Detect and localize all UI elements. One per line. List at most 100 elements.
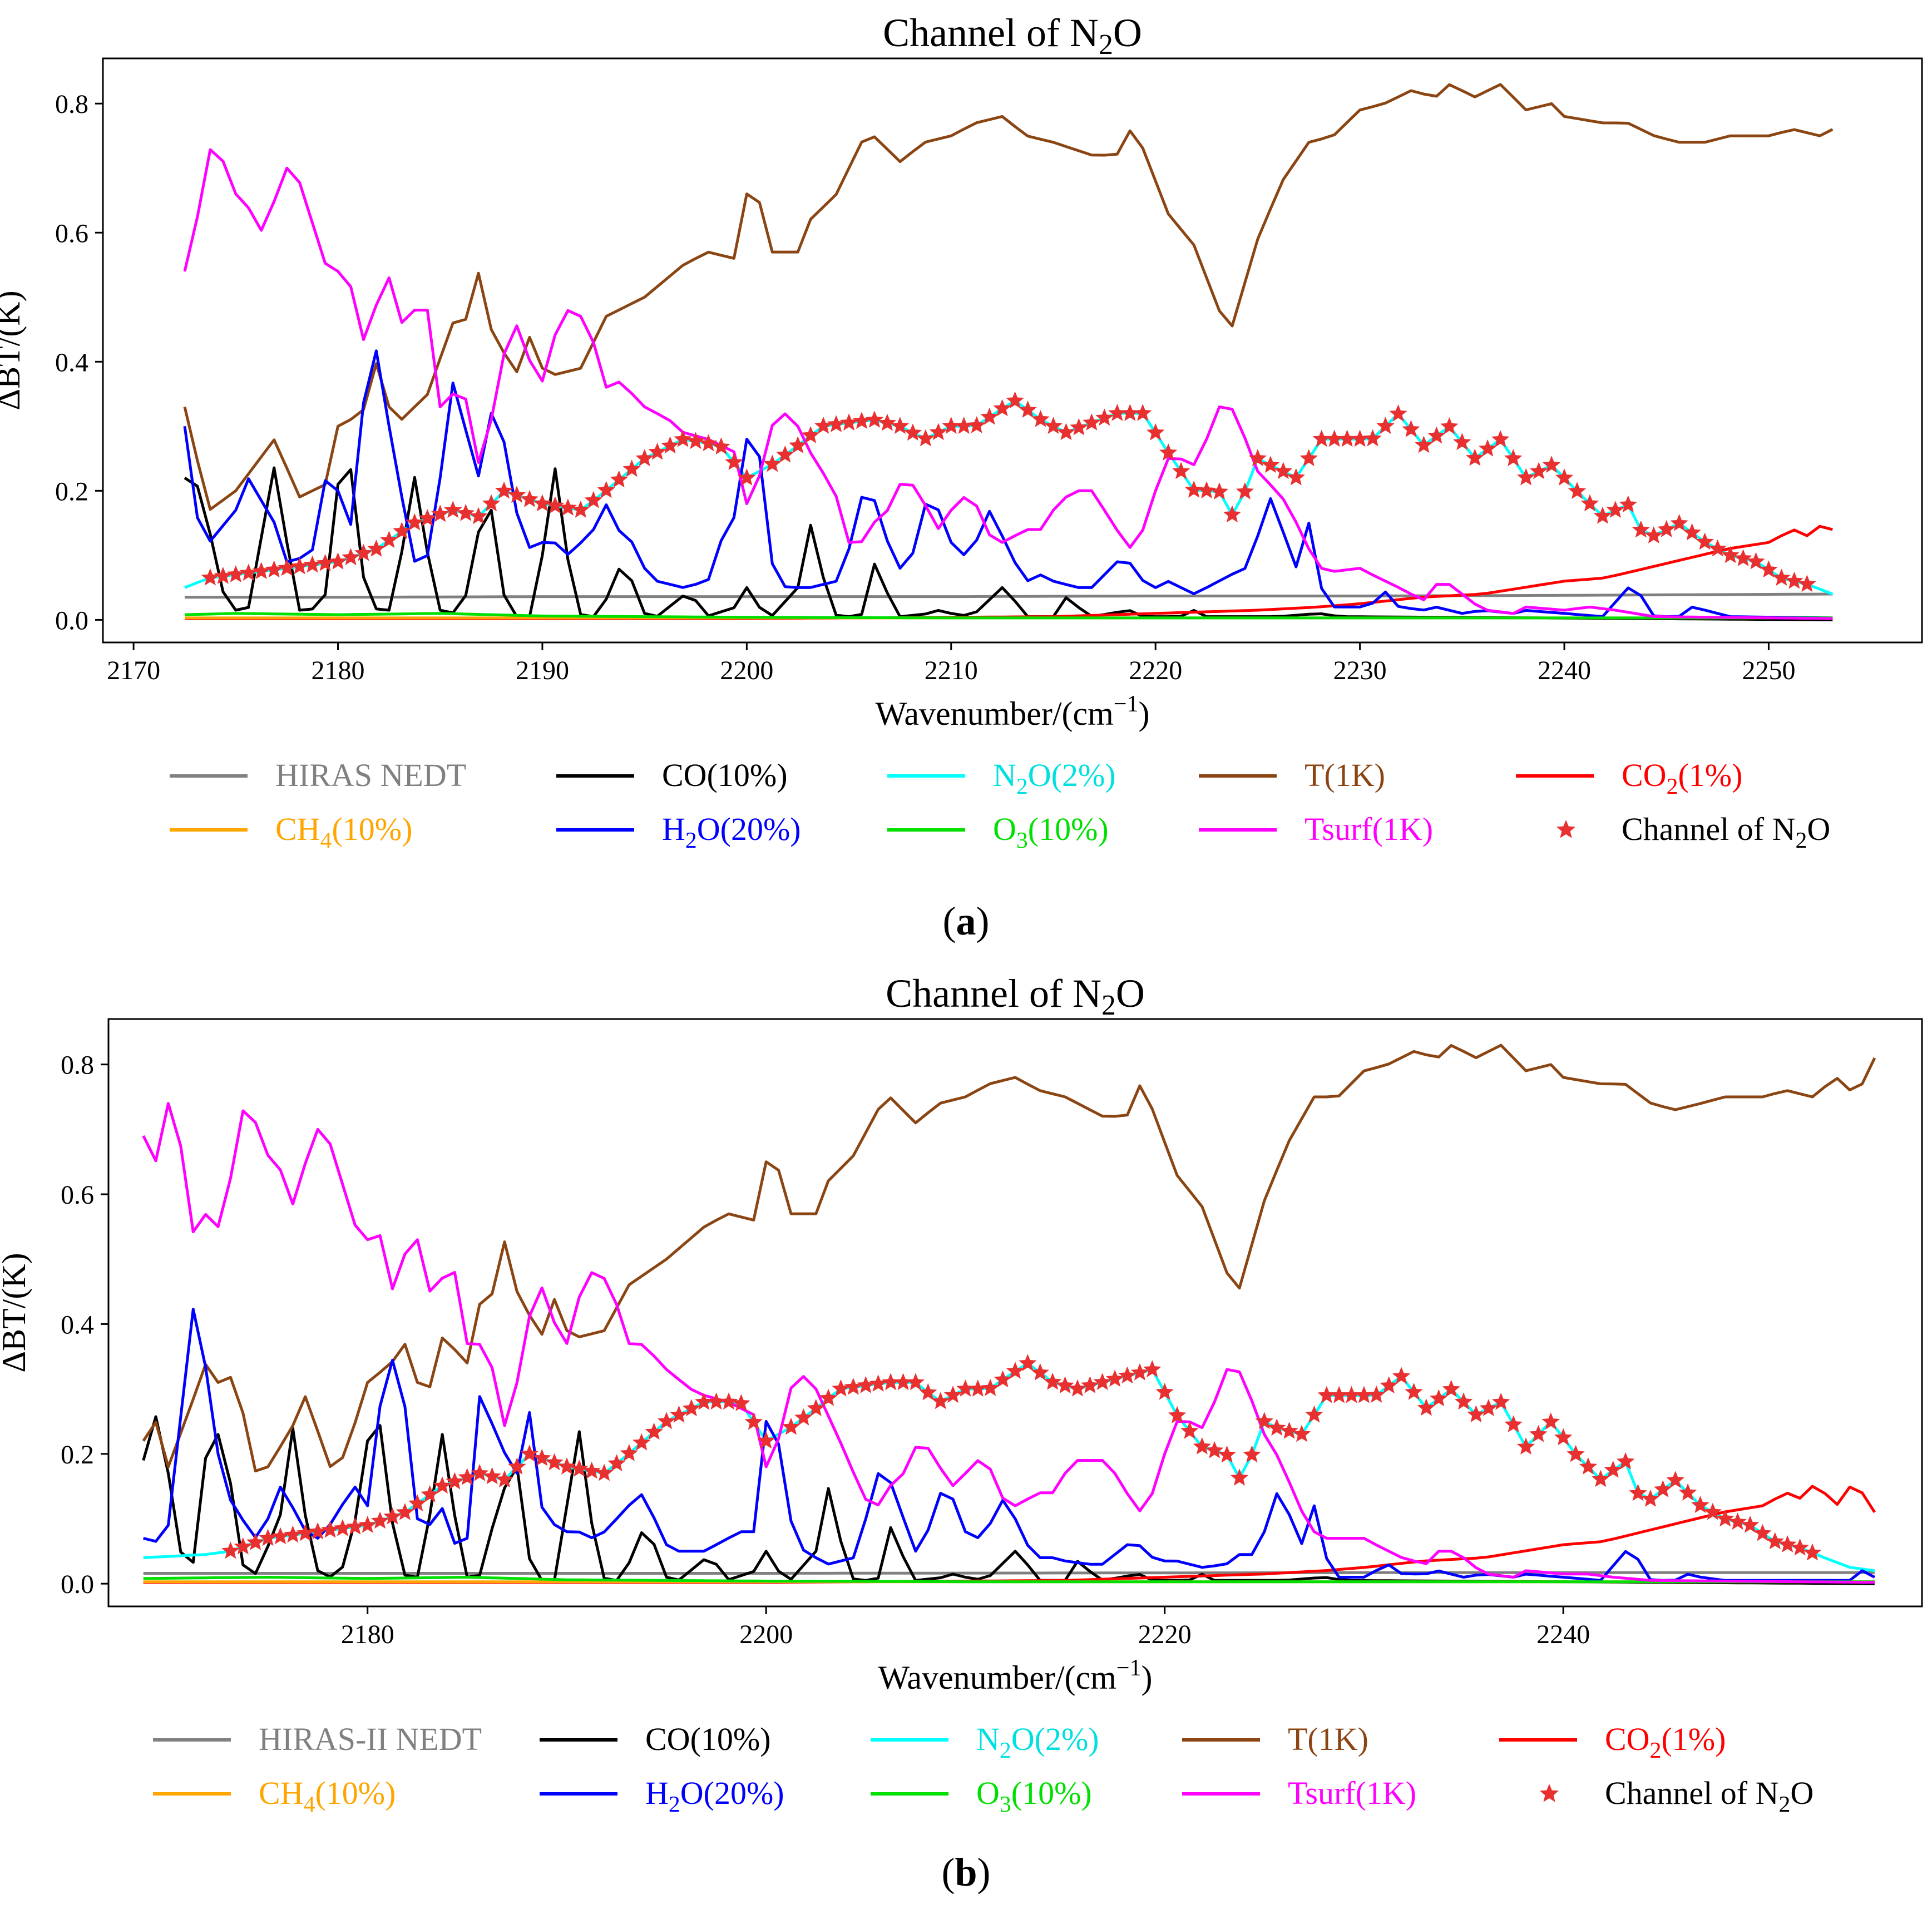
a-channel-star: [1083, 413, 1101, 431]
b-legend-star-key: [1539, 1784, 1559, 1802]
b-legend-label: N2O(2%): [976, 1721, 1099, 1763]
a-channel-star: [1312, 429, 1331, 447]
b-channel-star: [1492, 1392, 1510, 1410]
a-channel-star: [1389, 404, 1407, 422]
b-legend-label: Tsurf(1K): [1288, 1775, 1416, 1811]
a-channel-star: [406, 513, 424, 531]
a-channel-star: [214, 567, 232, 584]
a-channel-star: [827, 415, 846, 432]
a-channel-star: [725, 453, 743, 470]
a-channel-star: [967, 416, 986, 433]
a-channel-star: [431, 505, 449, 522]
b-channel-star: [707, 1392, 725, 1410]
b-channel-star: [1567, 1445, 1585, 1462]
a-channel-star: [763, 454, 782, 472]
b-channel-star: [1342, 1386, 1361, 1403]
b-channel-star: [1641, 1490, 1660, 1507]
a-channel-star: [1785, 571, 1803, 589]
b-channel-star: [383, 1507, 402, 1525]
b-channel-star: [1106, 1369, 1124, 1387]
b-channel-star: [221, 1541, 240, 1559]
b-channel-star: [1728, 1512, 1747, 1530]
a-channel-star: [1057, 423, 1075, 441]
b-channel-star: [1430, 1389, 1448, 1407]
a-channel-star: [1363, 429, 1382, 447]
a-channel-star: [342, 548, 360, 566]
a-channel-star: [852, 412, 871, 429]
a-channel-star: [1466, 448, 1484, 466]
a-legend-label: Channel of N2O: [1622, 811, 1830, 853]
b-channel-star: [844, 1378, 863, 1395]
b-channel-star: [719, 1392, 738, 1410]
a-channel-star: [380, 531, 398, 548]
a-channel-star: [559, 498, 577, 516]
a-xtick-label: 2170: [107, 656, 160, 685]
a-ytick-label: 0.4: [55, 348, 88, 377]
b-channel-star: [633, 1433, 651, 1451]
a-legend-label: CO2(1%): [1622, 757, 1742, 799]
b-channel-star: [1666, 1471, 1684, 1488]
b-channel-star: [1218, 1445, 1236, 1463]
b-channel-star: [1268, 1418, 1286, 1436]
a-channel-star: [674, 430, 692, 447]
b-channel-star: [458, 1468, 476, 1485]
a-channel-star: [1415, 436, 1433, 453]
b-channel-star: [607, 1454, 626, 1471]
b-channel-star: [545, 1453, 564, 1471]
b-channel-star: [1118, 1366, 1137, 1384]
b-series-hiras-ii-nedt: [143, 1571, 1875, 1575]
b-xtick-label: 2240: [1536, 1620, 1590, 1649]
b-channel-star: [1068, 1379, 1087, 1397]
b-legend-label: CH4(10%): [259, 1775, 396, 1817]
b-channel-star: [570, 1460, 589, 1477]
b-series-o3-10: [143, 1576, 1875, 1584]
b-channel-star: [1678, 1483, 1697, 1501]
b-channel-star: [819, 1388, 838, 1406]
b-series-tsurf-1k: [142, 1102, 1875, 1584]
a-channel-star: [610, 470, 628, 488]
b-channel-star: [744, 1412, 763, 1430]
b-channel-star: [433, 1476, 452, 1494]
a-channel-star: [789, 436, 807, 453]
a-channel-star: [1325, 429, 1343, 447]
a-xtick-label: 2190: [516, 656, 569, 685]
a-channel-star: [1210, 482, 1229, 499]
a-channel-star: [495, 481, 513, 499]
b-channel-star: [869, 1374, 887, 1392]
a-channel-star: [507, 486, 526, 503]
b-series-t-1k: [142, 1043, 1876, 1473]
b-channel-star: [1541, 1412, 1560, 1430]
b-channel-star: [284, 1525, 302, 1543]
a-channel-star: [1402, 420, 1420, 437]
b-series-h2o-20: [143, 1308, 1876, 1582]
a-channel-star: [929, 423, 947, 441]
b-channel-star: [1604, 1461, 1622, 1478]
a-ytick-label: 0.6: [55, 219, 88, 248]
b-channel-star: [346, 1517, 364, 1535]
a-channel-star: [1504, 449, 1523, 467]
b-channel-star: [1044, 1372, 1062, 1390]
b-channel-star: [396, 1503, 414, 1520]
b-channel-star: [1592, 1470, 1610, 1487]
a-xtick-label: 2230: [1333, 656, 1387, 685]
b-channel-star: [296, 1524, 314, 1541]
a-xtick-label: 2250: [1742, 656, 1795, 685]
a-legend-label: T(1K): [1305, 757, 1385, 793]
a-channel-star: [1095, 408, 1114, 426]
b-channel-star: [271, 1527, 290, 1545]
a-channel-star: [1006, 391, 1024, 409]
a-series-hiras-nedt: [185, 592, 1833, 599]
b-legend-label: CO2(1%): [1605, 1721, 1726, 1763]
b-channel-star: [1392, 1367, 1411, 1384]
a-channel-star: [1223, 505, 1242, 523]
b-channel-star: [421, 1485, 439, 1502]
a-channel-star: [1159, 443, 1178, 461]
b-channel-star: [259, 1529, 277, 1546]
b-legend-label: CO(10%): [645, 1721, 771, 1757]
a-channel-star: [444, 501, 462, 518]
a-legend-label: HIRAS NEDT: [275, 757, 466, 793]
b-channel-star: [508, 1457, 526, 1475]
a-channel-star: [1657, 520, 1676, 537]
a-channel-star: [878, 413, 897, 431]
a-channel-star: [1031, 410, 1050, 427]
